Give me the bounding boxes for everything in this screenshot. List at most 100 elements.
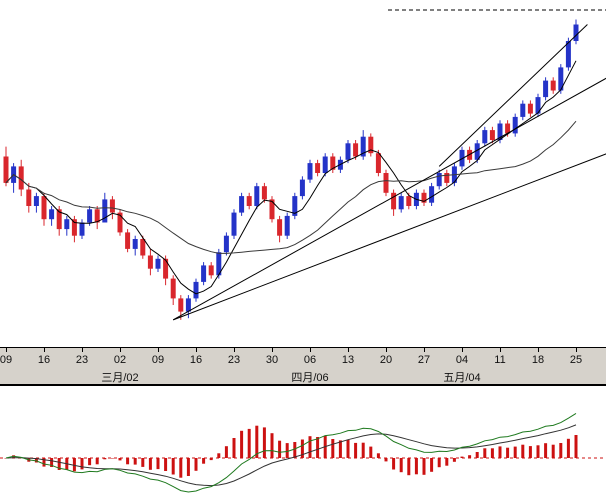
macd-hist-bar: [118, 458, 122, 461]
x-tick-label: 13: [341, 354, 355, 366]
macd-hist-bar: [141, 458, 145, 467]
macd-hist-bar: [300, 439, 304, 458]
candle: [398, 192, 404, 213]
candle: [375, 149, 381, 177]
macd-hist-bar: [452, 458, 456, 462]
macd-hist-bar: [194, 458, 198, 471]
macd-hist-bar: [156, 458, 160, 470]
candle: [132, 235, 138, 256]
macd-hist-bar: [103, 458, 107, 460]
macd-hist-bar: [513, 446, 517, 458]
macd-hist-bar: [422, 458, 426, 475]
candle: [49, 206, 55, 226]
macd-hist-bar: [468, 455, 472, 458]
macd-hist-bar: [376, 453, 380, 458]
macd-hist-bar: [361, 442, 365, 458]
candle: [155, 255, 161, 272]
trendline: [438, 24, 588, 167]
candle: [254, 182, 260, 210]
macd-hist-bar: [110, 458, 114, 459]
macd-hist-bar: [490, 448, 494, 458]
macd-hist-bar: [270, 433, 274, 458]
candle: [223, 232, 229, 256]
candle: [436, 169, 442, 190]
candle: [3, 146, 9, 187]
x-tick-label: 06: [303, 354, 317, 366]
x-tick-label: 20: [379, 354, 393, 366]
month-label: 五月/04: [443, 372, 481, 384]
macd-hist-bar: [536, 445, 540, 458]
candle: [87, 206, 93, 226]
macd-hist-bar: [566, 438, 570, 458]
x-tick-label: 09: [0, 354, 13, 366]
candle: [79, 219, 85, 239]
axis-tick-mark: [538, 348, 539, 352]
axis-tick-mark: [272, 348, 273, 352]
macd-hist-bar: [4, 458, 8, 459]
candle: [170, 275, 176, 305]
macd-hist-bar: [179, 458, 183, 478]
macd-hist-bar: [255, 425, 259, 458]
candle: [299, 176, 305, 200]
month-label: 四月/06: [291, 372, 329, 384]
macd-hist-bar: [247, 428, 251, 458]
macd-hist-bar: [95, 458, 99, 465]
x-tick-label: 09: [151, 354, 165, 366]
macd-hist-bar: [506, 447, 510, 458]
candle: [147, 248, 153, 276]
macd-hist-bar: [354, 442, 358, 458]
macd-hist-bar: [437, 458, 441, 468]
axis-tick-mark: [82, 348, 83, 352]
candle: [11, 163, 17, 193]
macd-hist-bar: [551, 444, 555, 458]
candle: [193, 278, 199, 302]
macd-hist-bar: [445, 458, 449, 466]
candle: [421, 189, 427, 206]
candle: [41, 192, 47, 226]
candle: [512, 113, 518, 137]
moving-average-line: [5, 120, 577, 254]
axis-tick-mark: [424, 348, 425, 352]
macd-hist-bar: [72, 458, 76, 472]
macd-histogram: [4, 425, 578, 478]
month-label: 三月/02: [101, 372, 139, 384]
candlestick-chart: [3, 9, 606, 321]
macd-hist-bar: [574, 435, 578, 458]
x-tick-label: 27: [417, 354, 431, 366]
macd-hist-bar: [316, 437, 320, 458]
axis-tick-mark: [158, 348, 159, 352]
candle: [520, 100, 526, 121]
candle: [527, 100, 533, 117]
macd-hist-bar: [171, 458, 175, 475]
candle: [231, 209, 237, 239]
macd-hist-bar: [338, 440, 342, 458]
macd-hist-bar: [392, 458, 396, 470]
price-chart-panel[interactable]: [0, 0, 606, 348]
candle: [117, 209, 123, 236]
macd-hist-bar: [57, 458, 61, 470]
candle: [246, 192, 252, 210]
axis-tick-mark: [6, 348, 7, 352]
candle: [573, 19, 579, 45]
macd-dif-line: [5, 412, 577, 493]
x-tick-label: 11: [494, 354, 506, 366]
candle: [353, 140, 359, 160]
axis-tick-mark: [462, 348, 463, 352]
macd-indicator-chart: [0, 412, 606, 493]
candle: [383, 169, 389, 197]
axis-tick-mark: [500, 348, 501, 352]
macd-hist-bar: [262, 427, 266, 458]
candle: [322, 153, 328, 177]
candle: [292, 192, 298, 220]
macd-panel[interactable]: [0, 386, 606, 502]
macd-hist-bar: [483, 448, 487, 458]
macd-hist-bar: [521, 444, 525, 458]
macd-hist-bar: [34, 458, 38, 463]
candle: [208, 262, 214, 279]
axis-tick-mark: [310, 348, 311, 352]
moving-average-line: [5, 60, 577, 295]
x-tick-label: 23: [75, 354, 89, 366]
candle: [261, 182, 267, 203]
macd-hist-bar: [50, 458, 54, 467]
macd-hist-bar: [528, 446, 532, 458]
